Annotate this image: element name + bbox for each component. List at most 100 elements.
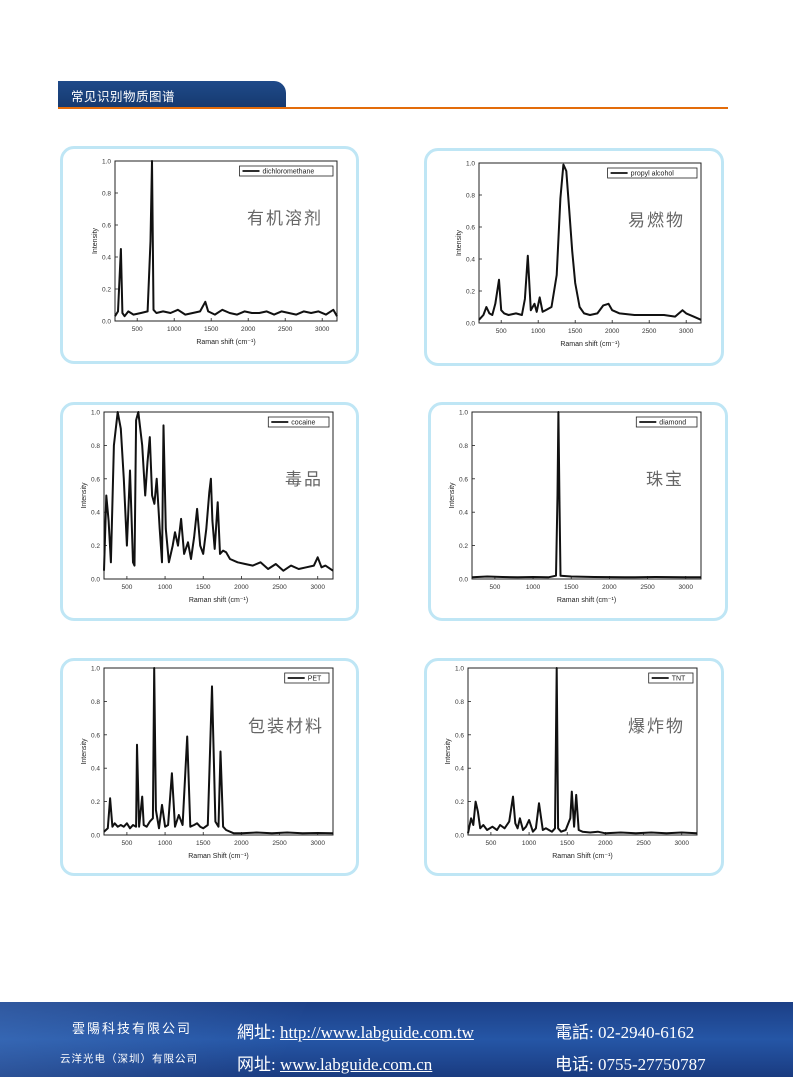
x-tick-label: 1500 [564,584,579,591]
x-tick-label: 500 [121,840,132,847]
x-tick-label: 1000 [167,326,182,333]
x-tick-label: 2500 [278,326,293,333]
website-cn-label: 网址: [237,1055,280,1074]
y-tick-label: 0.2 [91,543,100,550]
legend-label: diamond [659,420,686,427]
y-tick-label: 0.4 [455,766,464,773]
y-tick-label: 1.0 [455,666,464,673]
y-axis-label: Intensity [92,227,99,254]
spectrum-card-packaging: 0.0 0.2 0.4 0.6 0.8 1.0 500 1000 1500 2000 2500 300… [60,658,359,876]
y-tick-label: 0.2 [459,543,468,550]
spectrum-line [471,411,701,579]
x-tick-label: 1000 [158,840,173,847]
x-tick-label: 1000 [526,584,541,591]
spectrum-card-drugs: 0.0 0.2 0.4 0.6 0.8 1.0 500 1000 1500 2000 2500 300… [60,402,359,621]
y-tick-label: 0.2 [102,287,111,294]
y-tick-label: 0.0 [91,833,100,840]
plot-frame [103,411,334,580]
x-axis-label: Raman shift (cm⁻¹) [560,341,619,348]
legend-box [635,416,698,428]
y-tick-label: 0.4 [466,257,475,264]
website-tw-link[interactable]: http://www.labguide.com.tw [279,1023,474,1042]
x-tick-label: 2500 [272,584,287,591]
footer-contact-bar: 雲陽科技有限公司 云洋光电（深圳）有限公司 網址: http://www.lab… [0,1002,793,1077]
x-tick-label: 500 [485,840,496,847]
x-axis-label: Raman shift (cm⁻¹) [189,597,248,604]
x-tick-label: 1500 [196,840,211,847]
plot-frame [103,667,334,836]
website-tw-label: 網址: [237,1023,280,1042]
y-tick-label: 0.0 [455,833,464,840]
legend-box [284,672,330,684]
category-label: 包装材料 [248,717,324,737]
website-tw-line: 網址: http://www.labguide.com.tw [237,1018,474,1043]
x-tick-label: 1500 [568,328,583,335]
x-tick-label: 3000 [679,328,694,335]
x-tick-label: 2000 [598,840,613,847]
spectrum-chart: 0.0 0.2 0.4 0.6 0.8 1.0 500 1000 1500 2000 2500 300… [449,410,702,604]
y-tick-label: 0.6 [102,223,111,230]
y-tick-label: 0.8 [466,193,475,200]
y-tick-label: 1.0 [91,410,100,417]
x-tick-label: 500 [132,326,143,333]
category-label: 有机溶剂 [247,209,323,229]
y-tick-label: 0.0 [466,321,475,328]
spectrum-chart: 0.0 0.2 0.4 0.6 0.8 1.0 500 1000 1500 2000 2500 300… [445,666,698,860]
x-tick-label: 2000 [234,840,249,847]
phone-cn-number: 0755-27750787 [597,1055,706,1074]
y-tick-label: 0.6 [91,476,100,483]
y-axis-label: Intensity [445,738,452,765]
legend-box [267,416,330,428]
phone-cn-line: 电话: 0755-27750787 [555,1050,706,1075]
legend-label: propyl alcohol [631,171,675,178]
spectrum-line [103,667,334,835]
phone-tw-number: 02-2940-6162 [597,1023,695,1042]
spectrum-card-organic-solvent: 0.0 0.2 0.4 0.6 0.8 1.0 500 1000 1500 2000 2500 300… [60,146,359,364]
y-tick-label: 1.0 [102,159,111,166]
legend-box [239,165,334,177]
legend-box [607,167,698,179]
plot-frame [478,162,702,324]
x-tick-label: 3000 [310,584,325,591]
legend-label: dichloromethane [263,169,315,176]
category-label: 易燃物 [628,211,685,231]
spectrum-chart: 0.0 0.2 0.4 0.6 0.8 1.0 500 1000 1500 2000 2500 300… [456,161,702,348]
phone-cn-label: 电话: [555,1055,598,1074]
y-tick-label: 0.2 [455,799,464,806]
spectrum-line [467,667,698,835]
section-header-tab: 常见识别物质图谱 [58,81,286,107]
y-tick-label: 0.2 [466,289,475,296]
y-tick-label: 0.8 [102,191,111,198]
y-tick-label: 0.0 [102,319,111,326]
y-tick-label: 0.4 [102,255,111,262]
spectrum-line [114,160,338,318]
y-axis-label: Intensity [456,229,463,256]
x-tick-label: 1000 [158,584,173,591]
x-axis-label: Raman shift (cm⁻¹) [196,339,255,346]
x-tick-label: 500 [489,584,500,591]
spectrum-card-jewelry: 0.0 0.2 0.4 0.6 0.8 1.0 500 1000 1500 2000 2500 300… [428,402,728,621]
x-axis-label: Raman Shift (cm⁻¹) [188,853,248,860]
x-tick-label: 500 [121,584,132,591]
legend-label: PET [308,676,322,683]
y-tick-label: 0.4 [459,510,468,517]
y-tick-label: 1.0 [466,161,475,168]
y-axis-label: Intensity [449,482,456,509]
phone-tw-label: 電話: [555,1023,598,1042]
x-tick-label: 1500 [196,584,211,591]
spectrum-line [478,163,702,321]
x-tick-label: 2500 [272,840,287,847]
y-axis-label: Intensity [81,738,88,765]
y-tick-label: 1.0 [459,410,468,417]
x-tick-label: 2000 [602,584,617,591]
x-tick-label: 1000 [522,840,537,847]
x-tick-label: 2000 [234,584,249,591]
x-tick-label: 3000 [678,584,693,591]
y-tick-label: 0.6 [466,225,475,232]
y-tick-label: 1.0 [91,666,100,673]
website-cn-link[interactable]: www.labguide.com.cn [279,1055,433,1074]
x-tick-label: 1500 [204,326,219,333]
x-tick-label: 3000 [315,326,330,333]
x-axis-label: Raman Shift (cm⁻¹) [552,853,612,860]
spectrum-line [103,411,334,572]
